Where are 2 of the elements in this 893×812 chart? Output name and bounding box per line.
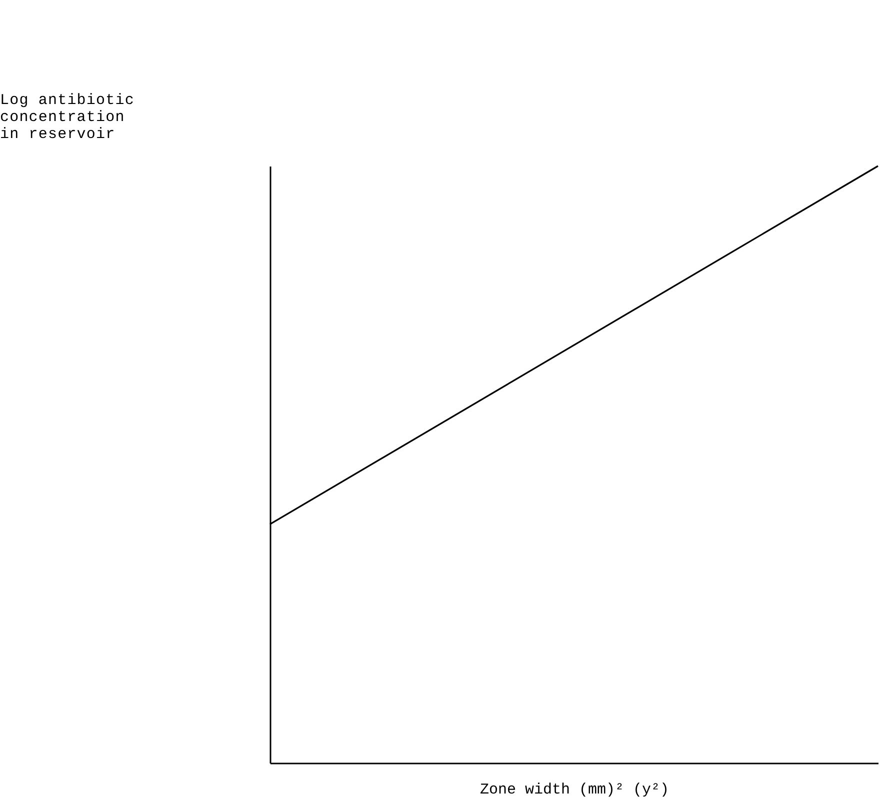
y-axis-title: Log antibiotic concentration in reservoir [0, 92, 136, 143]
x-axis-title: Zone width (mm)² (y²) [480, 782, 670, 798]
